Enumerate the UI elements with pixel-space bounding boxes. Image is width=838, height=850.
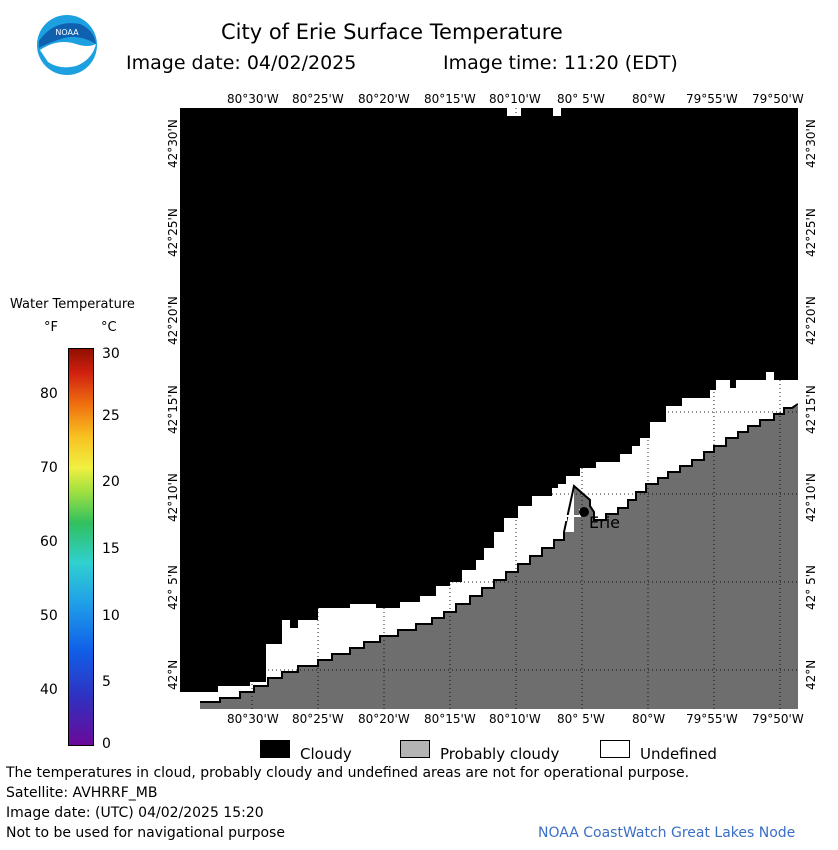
image-time: Image time: 11:20 (EDT) <box>443 52 678 74</box>
footer-credit: NOAA CoastWatch Great Lakes Node <box>538 825 796 841</box>
lon-tick-top: 80°15'W <box>424 92 476 106</box>
legend-label-probably-cloudy: Probably cloudy <box>440 745 560 763</box>
lon-tick-top: 80°25'W <box>292 92 344 106</box>
colorbar-unit-c: °C <box>101 320 117 335</box>
colorbar-f-label: 50 <box>40 608 58 624</box>
colorbar-gradient <box>68 348 94 746</box>
lon-tick-bottom: 80°25'W <box>292 712 344 726</box>
lat-tick-right: 42°30'N <box>804 119 818 168</box>
lat-tick-left: 42° 5'N <box>166 565 180 610</box>
lat-tick-left: 42°30'N <box>166 119 180 168</box>
lat-tick-right: 42°15'N <box>804 385 818 434</box>
lon-tick-top: 80°20'W <box>358 92 410 106</box>
colorbar-f-label: 70 <box>40 460 58 476</box>
colorbar-c-label: 30 <box>102 346 120 362</box>
lon-tick-top: 79°50'W <box>752 92 804 106</box>
footer-navigation-warning: Not to be used for navigational purpose <box>6 825 285 841</box>
lat-tick-right: 42° 5'N <box>804 565 818 610</box>
lon-tick-bottom: 80°30'W <box>227 712 279 726</box>
erie-city-label: Erie <box>589 513 620 532</box>
lat-tick-right: 42°20'N <box>804 296 818 345</box>
map-title: City of Erie Surface Temperature <box>221 20 563 44</box>
footer-satellite: Satellite: AVHRRF_MB <box>6 785 158 801</box>
lat-tick-left: 42°25'N <box>166 208 180 257</box>
lat-tick-left: 42°10'N <box>166 473 180 522</box>
footer-image-date: Image date: (UTC) 04/02/2025 15:20 <box>6 805 264 821</box>
colorbar-title: Water Temperature <box>10 297 135 312</box>
colorbar-c-label: 15 <box>102 541 120 557</box>
legend-swatch-undefined <box>600 740 630 758</box>
colorbar-c-label: 0 <box>102 736 111 752</box>
colorbar-c-label: 20 <box>102 474 120 490</box>
probably-cloudy-area <box>180 406 798 709</box>
lon-tick-bottom: 80°15'W <box>424 712 476 726</box>
logo-text: NOAA <box>55 28 79 37</box>
image-date: Image date: 04/02/2025 <box>126 52 357 74</box>
lon-tick-top: 80°W <box>632 92 666 106</box>
lon-tick-top: 80° 5'W <box>557 92 605 106</box>
colorbar-f-label: 60 <box>40 534 58 550</box>
lon-tick-bottom: 80° 5'W <box>557 712 605 726</box>
shoreline <box>200 403 798 703</box>
lat-tick-left: 42°20'N <box>166 296 180 345</box>
surface-temperature-map <box>180 108 798 709</box>
lon-tick-bottom: 80°20'W <box>358 712 410 726</box>
noaa-logo: NOAA <box>37 15 97 75</box>
legend-label-undefined: Undefined <box>640 745 717 763</box>
lon-tick-top: 80°30'W <box>227 92 279 106</box>
colorbar-c-label: 10 <box>102 608 120 624</box>
lat-tick-right: 42°10'N <box>804 473 818 522</box>
colorbar-c-label: 25 <box>102 408 120 424</box>
colorbar-unit-f: °F <box>44 320 58 335</box>
lat-tick-left: 42°N <box>166 659 180 690</box>
lat-tick-left: 42°15'N <box>166 385 180 434</box>
undefined-speck <box>553 108 561 116</box>
lon-tick-bottom: 80°10'W <box>489 712 541 726</box>
lon-tick-bottom: 79°55'W <box>686 712 738 726</box>
lat-tick-right: 42°N <box>804 659 818 690</box>
undefined-speck <box>507 108 521 116</box>
erie-city-marker <box>579 507 589 517</box>
lat-tick-right: 42°25'N <box>804 208 818 257</box>
lon-tick-top: 79°55'W <box>686 92 738 106</box>
legend-swatch-cloudy <box>260 740 290 758</box>
graticule <box>180 108 798 709</box>
colorbar-f-label: 80 <box>40 386 58 402</box>
legend-label-cloudy: Cloudy <box>300 745 352 763</box>
legend-swatch-probably-cloudy <box>400 740 430 758</box>
footer-disclaimer: The temperatures in cloud, probably clou… <box>6 765 690 781</box>
lon-tick-bottom: 79°50'W <box>752 712 804 726</box>
lon-tick-top: 80°10'W <box>489 92 541 106</box>
colorbar-f-label: 40 <box>40 682 58 698</box>
lon-tick-bottom: 80°W <box>632 712 666 726</box>
colorbar-c-label: 5 <box>102 674 111 690</box>
